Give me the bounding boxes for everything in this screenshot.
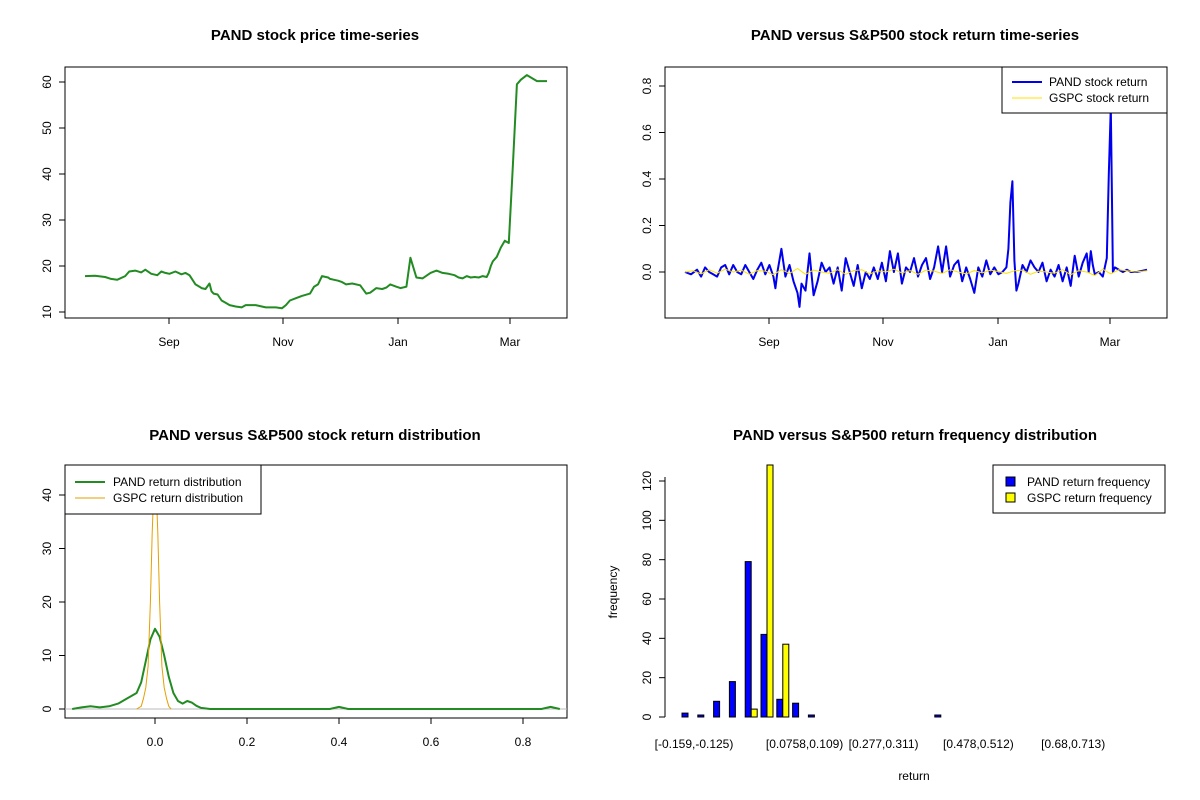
x-tick-label: Jan xyxy=(388,335,407,349)
y-tick-label: 20 xyxy=(640,671,654,685)
pand-return-frequency-bar xyxy=(760,633,768,718)
pand-return-frequency-bar xyxy=(792,702,800,718)
panel-distribution: PAND versus S&P500 stock return distribu… xyxy=(40,427,568,749)
panel-1-title: PAND stock price time-series xyxy=(211,27,419,44)
pand-return-frequency-bar xyxy=(744,561,752,718)
pand-return-distribution-line xyxy=(72,627,561,710)
y-tick-label: 0.4 xyxy=(640,170,654,187)
legend-box xyxy=(64,464,262,515)
x-tick-label: Sep xyxy=(158,335,180,349)
panel-2-plot-box xyxy=(664,66,1168,319)
y-tick-label: 0 xyxy=(40,705,54,712)
legend-swatch-gspc-frequency xyxy=(1005,492,1016,503)
legend-box xyxy=(1001,66,1168,114)
panel-3-plot-box xyxy=(64,464,568,719)
x-tick-label: Mar xyxy=(500,335,521,349)
x-tick-label: [0.68,0.713) xyxy=(1041,737,1105,751)
x-tick-label: [0.0758,0.109) xyxy=(766,737,843,751)
legend-label-pand-return: PAND stock return xyxy=(1049,75,1147,89)
y-tick-label: 40 xyxy=(640,631,654,645)
x-tick-label: [0.277,0.311) xyxy=(849,737,919,751)
panel-4-title: PAND versus S&P500 return frequency dist… xyxy=(733,427,1097,444)
x-tick-label: 0.4 xyxy=(331,735,348,749)
x-tick-label: Nov xyxy=(872,335,893,349)
legend-swatch-pand-frequency xyxy=(1005,476,1016,487)
legend-box xyxy=(992,464,1166,514)
y-tick-label: 10 xyxy=(40,305,54,319)
y-tick-label: 120 xyxy=(640,471,654,491)
legend-label-gspc-return: GSPC stock return xyxy=(1049,91,1149,105)
x-tick-label: 0.6 xyxy=(423,735,440,749)
y-tick-label: 40 xyxy=(40,488,54,502)
y-tick-label: 0.0 xyxy=(640,263,654,280)
y-tick-label: 0 xyxy=(640,713,654,720)
x-tick-label: Sep xyxy=(758,335,780,349)
panel-3-legend: PAND return distribution GSPC return dis… xyxy=(64,464,262,515)
pand-return-frequency-bar xyxy=(776,698,784,718)
legend-label-gspc-frequency: GSPC return frequency xyxy=(1027,491,1152,505)
panel-3-title: PAND versus S&P500 stock return distribu… xyxy=(149,427,480,444)
y-tick-label: 40 xyxy=(40,167,54,181)
panel-4-legend: PAND return frequency GSPC return freque… xyxy=(992,464,1166,514)
x-tick-label: 0.2 xyxy=(239,735,256,749)
x-tick-label: Jan xyxy=(988,335,1007,349)
pand-return-frequency-bar xyxy=(697,714,705,718)
x-tick-label: 0.0 xyxy=(147,735,164,749)
y-tick-label: 30 xyxy=(40,542,54,556)
gspc-stock-return-line xyxy=(684,268,1148,276)
panel-2-title: PAND versus S&P500 stock return time-ser… xyxy=(751,27,1079,44)
pand-return-frequency-bar xyxy=(681,712,689,718)
panel-price: PAND stock price time-series 10 20 30 40 50 6… xyxy=(40,27,568,349)
panel-frequency: PAND versus S&P500 return frequency dist… xyxy=(606,427,1166,783)
legend-label-pand-distribution: PAND return distribution xyxy=(113,475,242,489)
panel-1-plot-box xyxy=(64,66,568,319)
legend-label-pand-frequency: PAND return frequency xyxy=(1027,475,1150,489)
pand-price-line xyxy=(84,74,547,310)
y-tick-label: 30 xyxy=(40,213,54,227)
y-tick-label: 60 xyxy=(640,592,654,606)
y-tick-label: 20 xyxy=(40,259,54,273)
pand-return-frequency-bar xyxy=(807,714,815,718)
y-tick-label: 60 xyxy=(40,75,54,89)
y-tick-label: 50 xyxy=(40,121,54,135)
y-tick-label: 0.6 xyxy=(640,124,654,141)
x-tick-label: 0.8 xyxy=(515,735,532,749)
pand-return-frequency-bar xyxy=(713,700,721,718)
panel-4-y-axis-label: frequency xyxy=(606,566,620,619)
panel-returns: PAND versus S&P500 stock return time-ser… xyxy=(640,27,1168,349)
pand-return-frequency-bar xyxy=(934,714,942,718)
x-tick-label: [-0.159,-0.125) xyxy=(655,737,734,751)
y-tick-label: 10 xyxy=(40,649,54,663)
x-tick-label: Mar xyxy=(1100,335,1121,349)
gspc-return-frequency-bar xyxy=(766,464,774,718)
y-tick-label: 100 xyxy=(640,510,654,530)
y-tick-label: 0.2 xyxy=(640,217,654,234)
y-tick-label: 0.8 xyxy=(640,77,654,94)
y-tick-label: 80 xyxy=(640,553,654,567)
y-tick-label: 20 xyxy=(40,595,54,609)
panel-2-legend: PAND stock return GSPC stock return xyxy=(1001,66,1168,114)
gspc-return-frequency-bar xyxy=(750,708,758,718)
gspc-return-frequency-bar xyxy=(782,643,790,718)
x-tick-label: [0.478,0.512) xyxy=(943,737,1014,751)
panel-4-x-axis-label: return xyxy=(898,769,929,783)
pand-return-frequency-bar xyxy=(728,681,736,718)
legend-label-gspc-distribution: GSPC return distribution xyxy=(113,491,243,505)
x-tick-label: Nov xyxy=(272,335,293,349)
pand-stock-return-line xyxy=(684,105,1148,308)
